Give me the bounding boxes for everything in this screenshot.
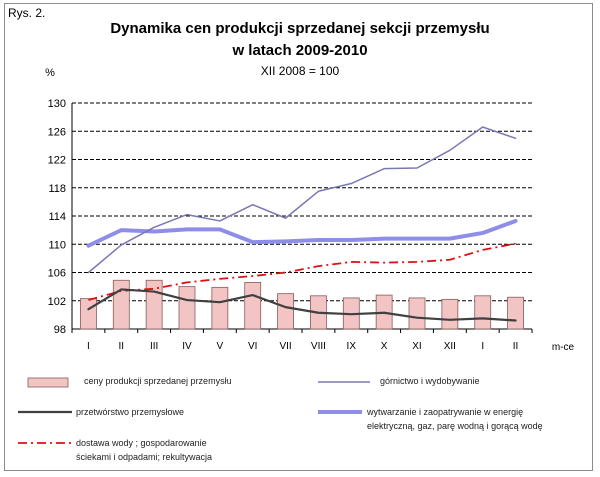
bar-12: [474, 295, 492, 330]
bar-6: [277, 293, 294, 330]
series-line-1: [87, 288, 517, 322]
y-tick-label-122: 122: [48, 155, 66, 167]
legend-manufacturing-label: przetwórstwo przemysłowe: [76, 407, 185, 417]
y-tick-label-106: 106: [48, 268, 66, 280]
x-tick-label-12: I: [481, 341, 484, 352]
x-tick-label-9: X: [381, 341, 388, 352]
bar-2: [145, 279, 163, 330]
bar-11: [441, 298, 459, 330]
y-tick-label-126: 126: [48, 126, 66, 138]
legend-water-label-line1: dostawa wody ; gospodarowanie: [76, 438, 207, 448]
y-tick-label-110: 110: [48, 239, 66, 251]
bar-5: [244, 281, 262, 330]
x-tick-label-13: II: [513, 341, 519, 352]
y-tick-label-98: 98: [54, 324, 66, 336]
x-tick-label-1: II: [119, 341, 125, 352]
series-line-3: [88, 242, 516, 301]
chart-subtitle: XII 2008 = 100: [260, 64, 340, 78]
x-tick-label-2: III: [150, 341, 158, 352]
y-tick-label-118: 118: [48, 183, 66, 195]
x-tick-label-0: I: [87, 341, 90, 352]
bar-13: [507, 296, 524, 330]
x-axis-label: m-ce: [552, 342, 575, 353]
legend-energy-label-line2: elektryczną, gaz, parę wodną i gorącą wo…: [367, 421, 543, 431]
x-tick-label-10: XI: [412, 341, 421, 352]
series-line-0: [87, 126, 517, 274]
bar-0: [80, 298, 97, 330]
legend-water-label-line2: ściekami i odpadami; rekultywacja: [76, 452, 213, 462]
chart-title-line1: Dynamika cen produkcji sprzedanej sekcji…: [110, 20, 490, 37]
figure-frame: [4, 3, 593, 471]
x-tick-label-6: VII: [279, 341, 291, 352]
x-tick-label-5: VI: [248, 341, 257, 352]
y-tick-label-102: 102: [48, 296, 66, 308]
y-axis-label: %: [45, 67, 55, 79]
y-tick-label-130: 130: [48, 98, 66, 110]
legend-energy-label-line1: wytwarzanie i zaopatrywanie w energię: [367, 407, 524, 417]
figure-label: Rys. 2.: [8, 6, 46, 20]
bar-1: [112, 279, 130, 330]
legend-bars-label: ceny produkcji sprzedanej przemysłu: [84, 376, 232, 386]
bar-10: [408, 297, 426, 330]
x-tick-label-4: V: [217, 341, 224, 352]
legend-mining-label: górnictwo i wydobywanie: [380, 376, 480, 386]
x-tick-label-7: VIII: [311, 341, 326, 352]
series-line-2: [86, 218, 518, 248]
x-tick-label-8: IX: [347, 341, 357, 352]
legend-bars-swatch: [27, 377, 69, 388]
bar-3: [178, 286, 196, 330]
x-tick-label-3: IV: [182, 341, 192, 352]
x-tick-label-11: XII: [444, 341, 456, 352]
chart-title-line2: w latach 2009-2010: [232, 42, 368, 59]
bar-4: [211, 286, 229, 330]
y-tick-label-114: 114: [48, 211, 66, 223]
